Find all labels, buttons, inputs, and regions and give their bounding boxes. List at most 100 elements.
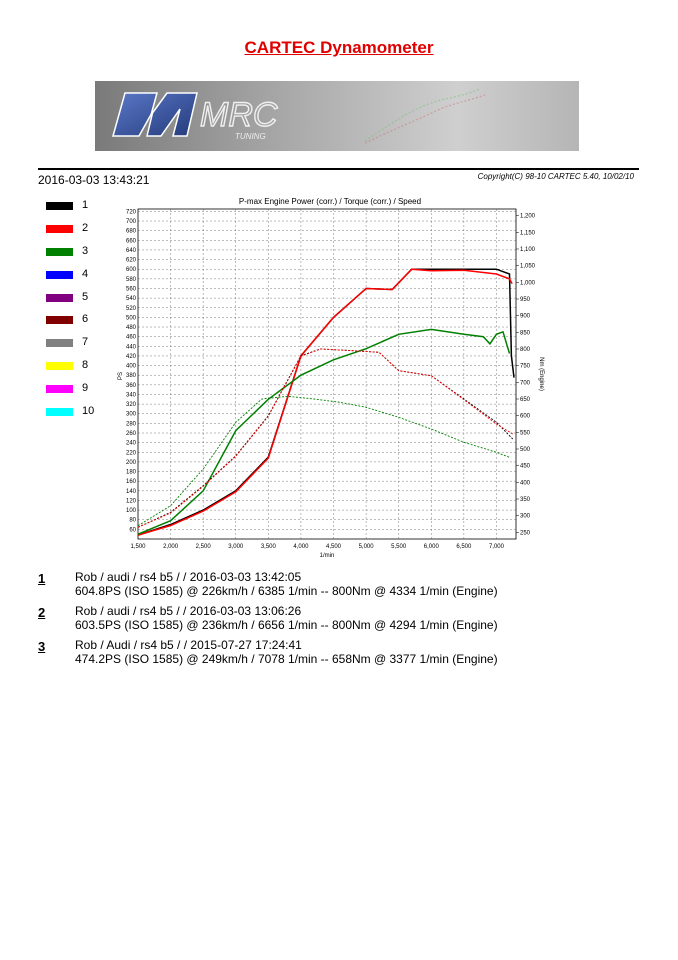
y-right-tick-label: 400: [520, 480, 531, 486]
y-right-tick-label: 600: [520, 414, 531, 420]
y-left-tick-label: 500: [126, 315, 137, 321]
logo-subtext: TUNING: [235, 132, 266, 141]
legend-label: 6: [82, 313, 89, 326]
x-tick-label: 2,500: [196, 544, 212, 550]
y-right-tick-label: 800: [520, 347, 531, 353]
run-number: 3: [38, 639, 46, 654]
run-entry: 1 Rob / audi / rs4 b5 / / 2016-03-03 13:4…: [38, 570, 598, 604]
run-description: Rob / Audi / rs4 b5 / / 2015-07-27 17:24…: [75, 638, 302, 652]
x-tick-label: 3,500: [261, 544, 277, 550]
series-power-1: [137, 268, 515, 536]
legend-label: 7: [82, 336, 89, 349]
x-tick-label: 4,500: [326, 544, 342, 550]
y-right-tick-label: 450: [520, 464, 531, 470]
legend-swatch: [46, 408, 73, 417]
legend-swatch: [46, 362, 73, 371]
series-torque-2: [137, 348, 513, 528]
y-left-tick-label: 240: [126, 441, 137, 447]
y-left-tick-label: 340: [126, 392, 137, 398]
report-date: 2016-03-03 13:43:21: [38, 173, 150, 187]
y-left-tick-label: 160: [126, 479, 137, 485]
y-right-tick-label: 850: [520, 330, 531, 336]
legend-label: 2: [82, 221, 89, 234]
x-tick-label: 7,000: [489, 544, 505, 550]
y-left-tick-label: 540: [126, 296, 137, 302]
y-left-tick-label: 420: [126, 354, 137, 360]
x-tick-label: 6,500: [456, 544, 472, 550]
run-result: 603.5PS (ISO 1585) @ 236km/h / 6656 1/mi…: [75, 618, 498, 632]
y-left-tick-label: 380: [126, 373, 137, 379]
legend-swatch: [46, 202, 73, 210]
y-right-tick-label: 700: [520, 380, 531, 386]
chart-grid: [138, 209, 516, 539]
y-left-tick-label: 680: [126, 229, 137, 235]
legend-swatch: [46, 293, 73, 302]
y-right-tick-label: 300: [520, 514, 531, 520]
chart-title: P-max Engine Power (corr.) / Torque (cor…: [239, 197, 421, 206]
x-tick-label: 3,000: [228, 544, 244, 550]
y-left-tick-label: 560: [126, 286, 137, 292]
y-left-tick-label: 220: [126, 450, 137, 456]
run-result: 604.8PS (ISO 1585) @ 226km/h / 6385 1/mi…: [75, 584, 498, 598]
legend-swatch: [46, 316, 73, 325]
chart-ticks: 1,500 2,000 2,500 3,000 3,500 4,000 4,500 5,000…: [126, 209, 536, 550]
y-right-tick-label: 500: [520, 447, 531, 453]
y-right-tick-label: 900: [520, 314, 531, 320]
y-left-tick-label: 200: [126, 460, 137, 466]
run-list: 1 Rob / audi / rs4 b5 / / 2016-03-03 13:4…: [38, 570, 598, 672]
legend-label: 4: [82, 267, 89, 280]
y-left-tick-label: 280: [126, 421, 137, 427]
legend-swatch: [46, 224, 73, 233]
legend-swatch: [46, 247, 73, 256]
logo-text: MRC: [200, 96, 278, 134]
run-description: Rob / audi / rs4 b5 / / 2016-03-03 13:06…: [75, 604, 302, 618]
y-left-tick-label: 60: [129, 527, 136, 533]
x-tick-label: 5,500: [391, 544, 407, 550]
page-title: CARTEC Dynamometer: [244, 38, 434, 57]
legend-label: 5: [82, 290, 89, 303]
run-entry: 2 Rob / audi / rs4 b5 / / 2016-03-03 13:0…: [38, 604, 598, 638]
y-left-tick-label: 660: [126, 238, 137, 244]
legend-swatch: [46, 339, 73, 348]
y-left-tick-label: 360: [126, 383, 137, 389]
y-left-tick-label: 480: [126, 325, 137, 331]
legend-label: 10: [82, 405, 95, 418]
y-left-tick-label: 180: [126, 470, 137, 476]
y-right-tick-label: 350: [520, 497, 531, 503]
y-right-tick-label: 650: [520, 397, 531, 403]
run-number: 1: [38, 571, 46, 586]
y-left-tick-label: 600: [126, 267, 137, 273]
legend-label: 3: [82, 244, 89, 257]
legend-swatch: [46, 385, 73, 394]
legend-label: 8: [82, 359, 89, 372]
header-banner: MRC TUNING: [95, 81, 579, 151]
x-tick-label: 1,500: [130, 544, 146, 550]
legend-swatch: [46, 270, 73, 279]
x-axis-label: 1/min: [320, 553, 335, 559]
series-torque-3: [137, 395, 510, 527]
y-left-tick-label: 100: [126, 508, 137, 514]
series-power-2: [137, 268, 513, 536]
x-tick-label: 4,000: [293, 544, 309, 550]
legend-label: 1: [82, 199, 89, 211]
y-right-tick-label: 750: [520, 364, 531, 370]
legend-label: 9: [82, 382, 89, 395]
y-left-tick-label: 140: [126, 489, 137, 495]
y-right-tick-label: 1,050: [520, 264, 536, 270]
x-tick-label: 5,000: [359, 544, 375, 550]
y-right-tick-label: 250: [520, 530, 531, 536]
chart-series: [137, 268, 515, 536]
y-left-tick-label: 700: [126, 219, 137, 225]
y-left-tick-label: 620: [126, 258, 137, 264]
y-right-tick-label: 1,200: [520, 214, 536, 220]
y-left-tick-label: 720: [126, 209, 137, 215]
y-left-tick-label: 80: [129, 518, 136, 524]
y-right-tick-label: 1,000: [520, 280, 536, 286]
x-tick-label: 2,000: [163, 544, 179, 550]
y-axis-right-label: Nm (Engine): [538, 357, 544, 391]
y-left-tick-label: 460: [126, 335, 137, 341]
y-left-tick-label: 520: [126, 306, 137, 312]
run-description: Rob / audi / rs4 b5 / / 2016-03-03 13:42…: [75, 570, 302, 584]
y-right-tick-label: 950: [520, 297, 531, 303]
